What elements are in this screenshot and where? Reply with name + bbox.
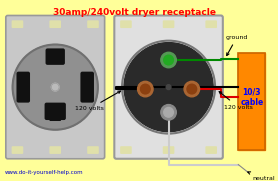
Circle shape [51,83,59,91]
FancyBboxPatch shape [163,20,174,28]
FancyBboxPatch shape [49,113,61,121]
Text: 30amp/240volt dryer receptacle: 30amp/240volt dryer receptacle [53,8,216,17]
FancyBboxPatch shape [12,146,23,154]
FancyBboxPatch shape [114,16,223,159]
FancyBboxPatch shape [46,48,65,65]
Circle shape [164,108,173,117]
FancyBboxPatch shape [120,146,132,154]
Text: www.do-it-yourself-help.com: www.do-it-yourself-help.com [5,170,83,175]
Circle shape [161,105,176,120]
FancyBboxPatch shape [120,20,132,28]
Circle shape [161,52,176,68]
Circle shape [164,55,173,65]
Bar [238,53,265,150]
FancyBboxPatch shape [87,20,99,28]
FancyBboxPatch shape [6,16,105,159]
Circle shape [184,81,200,97]
Text: 10/3
cable: 10/3 cable [240,87,264,106]
Circle shape [124,43,213,132]
FancyBboxPatch shape [44,103,66,120]
FancyBboxPatch shape [163,146,174,154]
FancyBboxPatch shape [205,20,217,28]
Bar [238,53,265,150]
FancyBboxPatch shape [12,20,23,28]
Circle shape [187,84,197,94]
FancyBboxPatch shape [205,146,217,154]
Text: ground: ground [226,35,248,56]
Text: 120 volts: 120 volts [75,91,121,111]
FancyBboxPatch shape [49,146,61,154]
FancyBboxPatch shape [49,20,61,28]
Text: 120 volts: 120 volts [219,92,253,110]
Circle shape [166,85,171,90]
Circle shape [13,45,98,130]
FancyBboxPatch shape [16,72,30,103]
FancyBboxPatch shape [80,72,94,103]
Circle shape [138,81,153,97]
Circle shape [140,84,150,94]
FancyBboxPatch shape [87,146,99,154]
Text: neutral: neutral [248,172,274,181]
